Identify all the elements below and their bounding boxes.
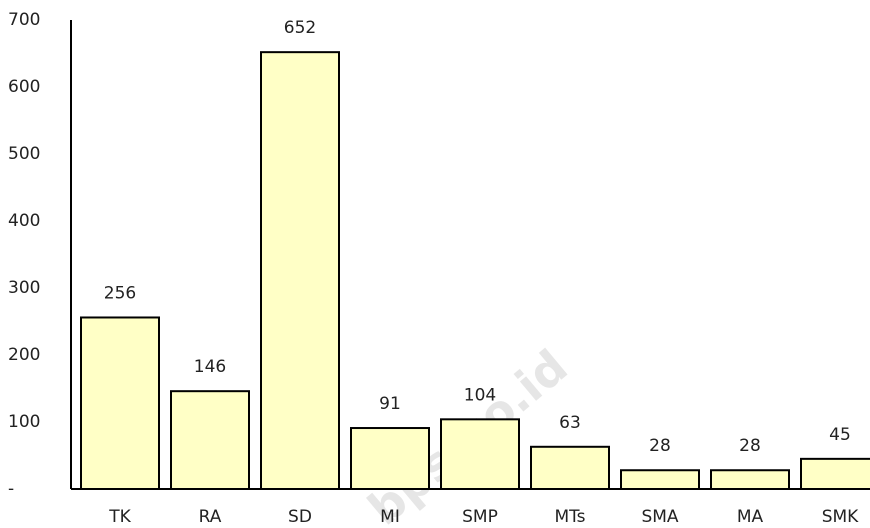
x-tick-label: RA [199, 507, 222, 527]
y-tick-label: 700 [8, 10, 40, 30]
x-tick-label: TK [108, 507, 131, 527]
y-tick-label: 200 [8, 345, 40, 365]
bar [260, 51, 340, 490]
bar [530, 445, 610, 491]
data-label: 28 [649, 436, 671, 456]
data-label: 256 [104, 283, 136, 303]
x-tick-label: MA [737, 507, 764, 527]
y-tick-label: 600 [8, 77, 40, 97]
data-label: 45 [829, 425, 851, 445]
data-label: 104 [464, 385, 496, 405]
x-tick-label: SMK [822, 507, 859, 527]
data-label: 652 [284, 18, 316, 38]
x-tick-label: SD [288, 507, 312, 527]
y-tick-label: 100 [8, 412, 40, 432]
y-tick-label: 300 [8, 278, 40, 298]
bar [350, 427, 430, 490]
bar [710, 469, 790, 490]
data-label: 146 [194, 357, 226, 377]
y-tick-label: - [8, 479, 14, 499]
data-label: 63 [559, 413, 581, 433]
y-tick-label: 400 [8, 211, 40, 231]
x-tick-label: MI [380, 507, 400, 527]
x-tick-label: MTs [554, 507, 585, 527]
y-tick-label: 500 [8, 144, 40, 164]
data-label: 28 [739, 436, 761, 456]
x-tick-label: SMA [641, 507, 678, 527]
data-label: 91 [379, 394, 401, 414]
bar [170, 390, 250, 490]
bar [800, 457, 870, 491]
x-tick-label: SMP [462, 507, 498, 527]
bar [80, 316, 160, 491]
bar [620, 469, 700, 490]
bar [440, 418, 520, 491]
